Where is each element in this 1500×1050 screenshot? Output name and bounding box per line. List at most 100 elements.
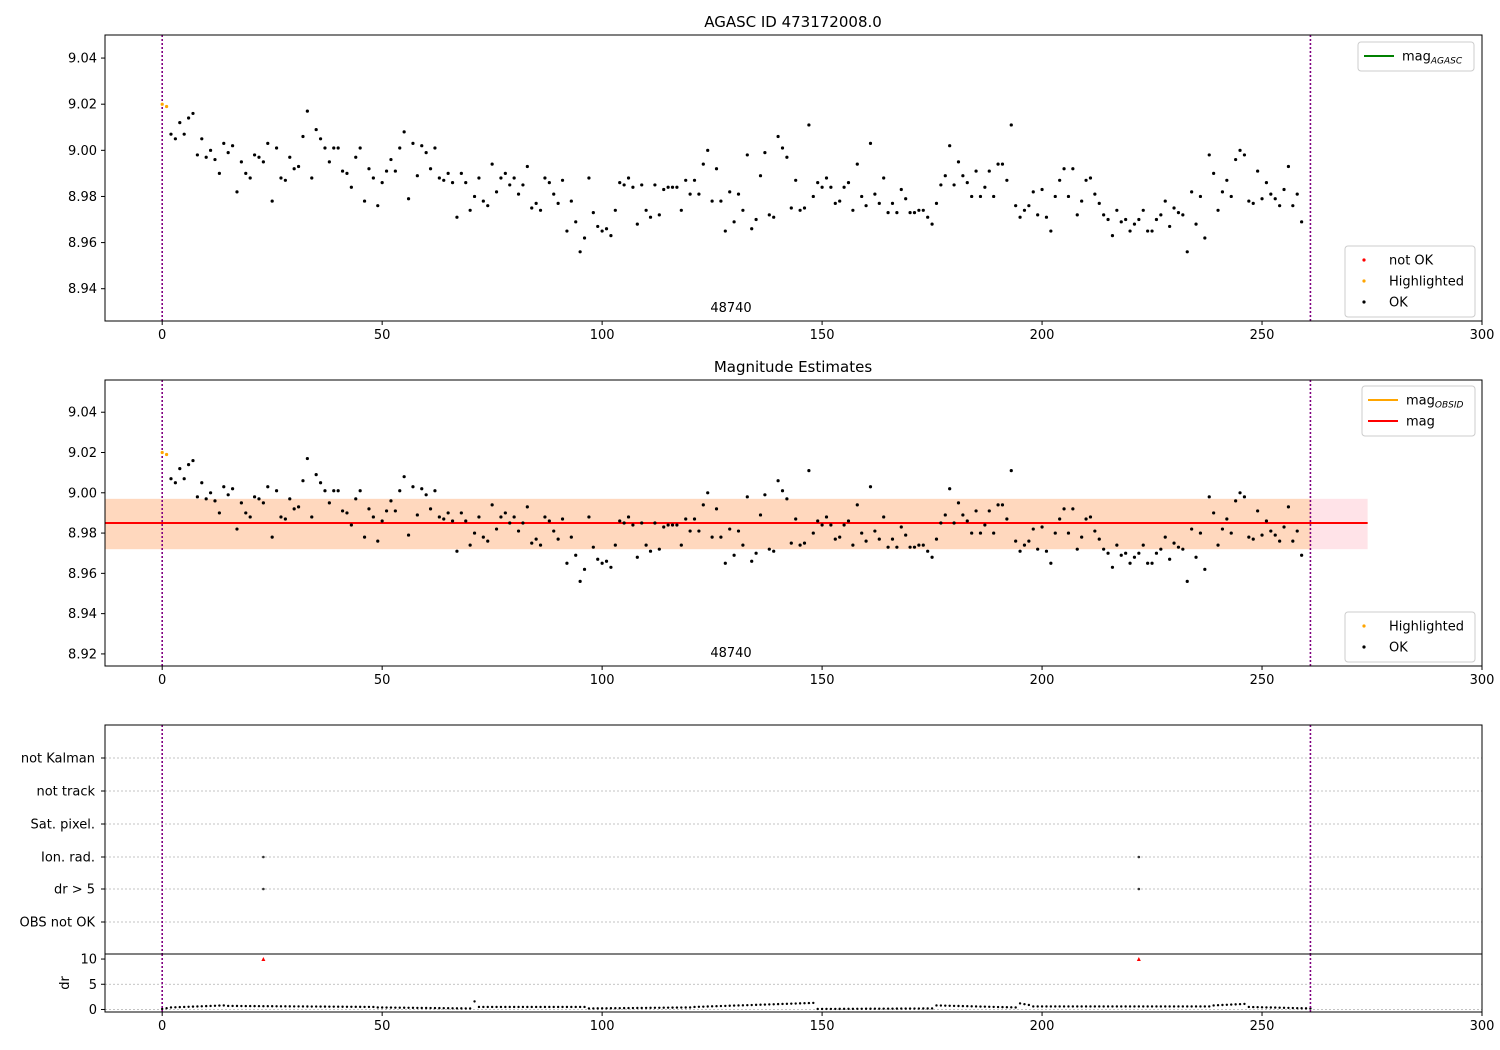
chart1-ok-point	[257, 155, 261, 159]
chart2-ok-point	[609, 565, 613, 569]
x-tick-label: 250	[1250, 328, 1275, 343]
chart1-ok-point	[345, 171, 349, 175]
chart2-legend-upper: magOBSID mag	[1361, 385, 1476, 437]
chart2-ok-point	[508, 521, 512, 525]
chart2-ok-point	[292, 507, 296, 511]
x-tick-label: 100	[590, 673, 615, 688]
chart1-ok-point	[547, 181, 551, 185]
chart2-ok-point	[692, 517, 697, 521]
x-tick-label: 150	[810, 1019, 835, 1034]
chart2-ok-point	[1282, 525, 1286, 529]
chart2-ok-point	[882, 515, 886, 519]
chart2-ok-point	[560, 517, 565, 521]
dr-point	[834, 1007, 837, 1011]
dr-point	[543, 1005, 547, 1009]
dr-point	[517, 1005, 520, 1009]
chart2-ok-point	[1027, 539, 1031, 543]
chart2-ok-point	[965, 519, 969, 523]
chart2-ok-point	[503, 511, 507, 515]
chart2-ok-point	[785, 497, 789, 501]
dr-point	[688, 1006, 692, 1009]
chart1-ok-point	[816, 181, 820, 185]
chart2-ok-point	[662, 525, 666, 529]
chart2-ok-point	[679, 543, 683, 547]
chart1-ok-point	[895, 210, 899, 215]
chart1-ok-point	[965, 181, 969, 185]
dr-point	[1234, 1003, 1237, 1006]
chart1-ok-point	[1049, 229, 1053, 233]
chart2-highlighted-point	[164, 452, 169, 457]
chart1-ok-point	[908, 210, 912, 215]
chart1-ok-point	[1278, 204, 1282, 208]
chart1-ok-point	[1198, 194, 1203, 199]
dr-point	[556, 1005, 560, 1009]
chart2-ok-point	[1141, 543, 1145, 547]
dr-point	[1260, 1006, 1264, 1009]
chart1-ok-point	[666, 185, 670, 189]
dr-point	[970, 1005, 973, 1008]
flag-label: not track	[36, 785, 95, 800]
dr-point	[1054, 1005, 1057, 1008]
chart2-ok-point	[354, 497, 358, 501]
chart2-ok-point	[173, 481, 177, 485]
x-tick-label: 50	[374, 1019, 391, 1034]
chart2-plot: 0 50 100 150 200 250 300 8.92 8.94 8.96 8.98 9.00 9.…	[68, 379, 1494, 688]
x-tick-label: 100	[590, 1019, 615, 1034]
dr-point	[1300, 1007, 1303, 1010]
chart2-ok-point	[1216, 543, 1220, 547]
chart2-ok-point	[512, 515, 516, 519]
dr-point	[508, 1005, 511, 1009]
y-tick-label: 9.00	[68, 144, 97, 159]
dr-point	[539, 1005, 542, 1009]
x-tick-label: 300	[1470, 328, 1495, 343]
flag-label: not Kalman	[21, 752, 95, 767]
dr-point	[468, 1007, 472, 1010]
chart1-ok-point	[1115, 208, 1119, 212]
dr-point	[1291, 1006, 1295, 1010]
dr-point	[301, 1005, 305, 1008]
flag-point	[262, 887, 265, 891]
chart1-ok-point	[310, 176, 314, 180]
chart1-ok-point	[292, 167, 296, 171]
chart2-ok-point	[230, 487, 235, 491]
y-tick-label: 10	[80, 953, 97, 968]
chart2-ok-point	[310, 515, 314, 519]
chart2-ok-point	[604, 559, 609, 563]
chart2-ok-point	[574, 553, 578, 557]
dr-point	[891, 1007, 894, 1010]
dr-point	[609, 1007, 613, 1010]
chart1-ok-point	[670, 185, 675, 189]
dr-point	[253, 1004, 256, 1008]
legend-point-swatch	[1362, 300, 1366, 304]
dr-point	[754, 1003, 758, 1007]
chart2-ok-point	[252, 495, 257, 499]
chart2-ok-point	[1053, 531, 1057, 535]
chart1-ok-point	[1269, 192, 1273, 196]
chart1-ok-point	[1132, 222, 1137, 226]
dr-point	[1186, 1005, 1189, 1008]
chart2-ok-point	[970, 531, 974, 535]
y-tick-label: 8.92	[68, 647, 97, 662]
chart2-annotation: 48740	[710, 646, 751, 661]
dr-point	[653, 1006, 657, 1010]
dr-point	[728, 1004, 731, 1007]
dr-point	[948, 1004, 951, 1007]
chart2-ok-point	[288, 497, 292, 501]
chart2-ok-point	[939, 521, 943, 525]
dr-point	[1247, 1005, 1251, 1009]
chart2-ok-point	[626, 515, 631, 519]
chart1-ok-point	[279, 176, 283, 180]
chart1-ok-point	[402, 130, 406, 134]
chart1-ok-point	[490, 162, 494, 166]
dr-point	[1067, 1005, 1070, 1008]
chart1-ok-point	[952, 183, 956, 187]
dr-point	[966, 1005, 969, 1008]
dr-point	[1287, 1006, 1290, 1010]
chart2-ok-point	[1022, 543, 1027, 547]
chart1-ok-point	[1058, 178, 1062, 182]
dr-point	[772, 1003, 775, 1006]
chart1-ok-point	[789, 206, 793, 210]
chart2-ok-point	[816, 519, 820, 523]
dr-point	[1177, 1005, 1180, 1008]
chart1-ok-point	[393, 169, 397, 173]
